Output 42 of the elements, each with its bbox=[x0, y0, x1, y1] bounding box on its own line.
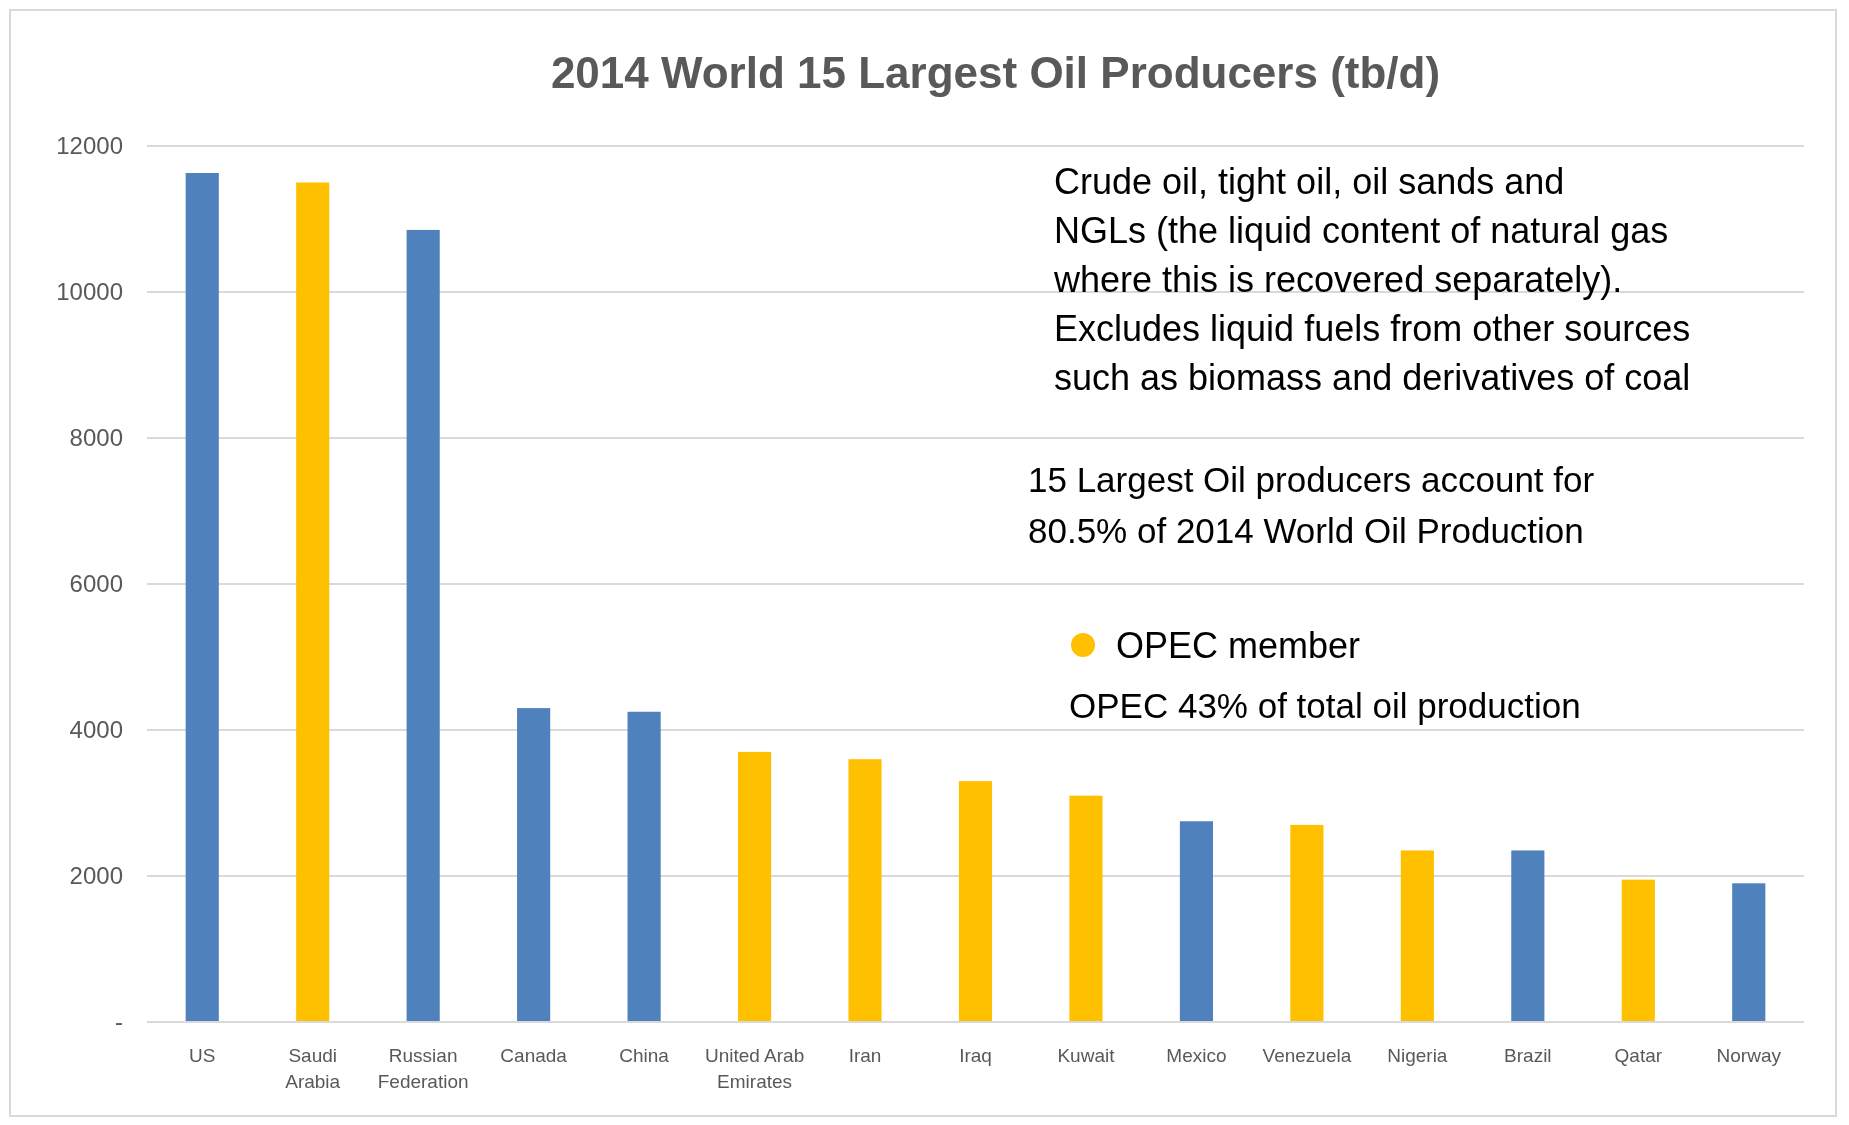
x-tick-label: Venezuela bbox=[1262, 1045, 1352, 1066]
x-tick-label: Iran bbox=[848, 1045, 882, 1066]
y-tick-label: 12000 bbox=[56, 132, 123, 160]
x-tick-label: Qatar bbox=[1614, 1045, 1663, 1066]
bar bbox=[296, 182, 330, 1022]
x-tick-label: United Arab Emirates bbox=[704, 1045, 805, 1092]
chart-title: 2014 World 15 Largest Oil Producers (tb/d) bbox=[550, 48, 1441, 97]
bar bbox=[738, 751, 772, 1022]
x-tick-label: Canada bbox=[500, 1045, 568, 1066]
x-tick-label: Norway bbox=[1716, 1045, 1782, 1066]
bar bbox=[848, 759, 882, 1022]
x-tick-label: Iraq bbox=[959, 1045, 992, 1066]
bar bbox=[1621, 879, 1655, 1022]
y-tick-label: 10000 bbox=[56, 278, 123, 306]
x-tick-label: Brazil bbox=[1504, 1045, 1552, 1066]
bar bbox=[1732, 883, 1766, 1022]
bar bbox=[958, 781, 993, 1022]
y-tick-label: 2000 bbox=[69, 862, 123, 890]
annotation: 15 Largest Oil producers account for 80.5% of 2014 World Oil Production bbox=[1028, 460, 1595, 550]
bar bbox=[185, 173, 219, 1022]
annotation: OPEC 43% of total oil production bbox=[1069, 686, 1581, 725]
bar bbox=[627, 711, 661, 1022]
x-tick-label: Mexico bbox=[1166, 1045, 1227, 1066]
bar bbox=[1069, 795, 1103, 1022]
x-tick-label: China bbox=[619, 1045, 670, 1066]
y-tick-label: 8000 bbox=[69, 424, 123, 452]
x-tick-label: Nigeria bbox=[1387, 1045, 1448, 1066]
x-tick-label: Saudi Arabia bbox=[285, 1045, 341, 1092]
annotation: Crude oil, tight oil, oil sands and NGLs (the liquid content of natural gas where this is recovered separately). Excludes liquid fuels from other sources such as biomass and derivatives of coal bbox=[1053, 161, 1691, 398]
bar bbox=[517, 708, 551, 1022]
bar bbox=[1179, 821, 1213, 1022]
bar bbox=[1290, 824, 1324, 1022]
bar bbox=[406, 229, 440, 1022]
y-tick-label: - bbox=[115, 1008, 123, 1036]
bar bbox=[1511, 850, 1545, 1022]
y-tick-label: 4000 bbox=[69, 716, 123, 744]
bar bbox=[1400, 850, 1434, 1022]
x-tick-label: US bbox=[189, 1045, 216, 1066]
legend-label: OPEC member bbox=[1116, 624, 1361, 666]
y-tick-label: 6000 bbox=[69, 570, 123, 598]
x-tick-label: Russian Federation bbox=[377, 1045, 469, 1092]
x-tick-label: Kuwait bbox=[1057, 1045, 1116, 1066]
